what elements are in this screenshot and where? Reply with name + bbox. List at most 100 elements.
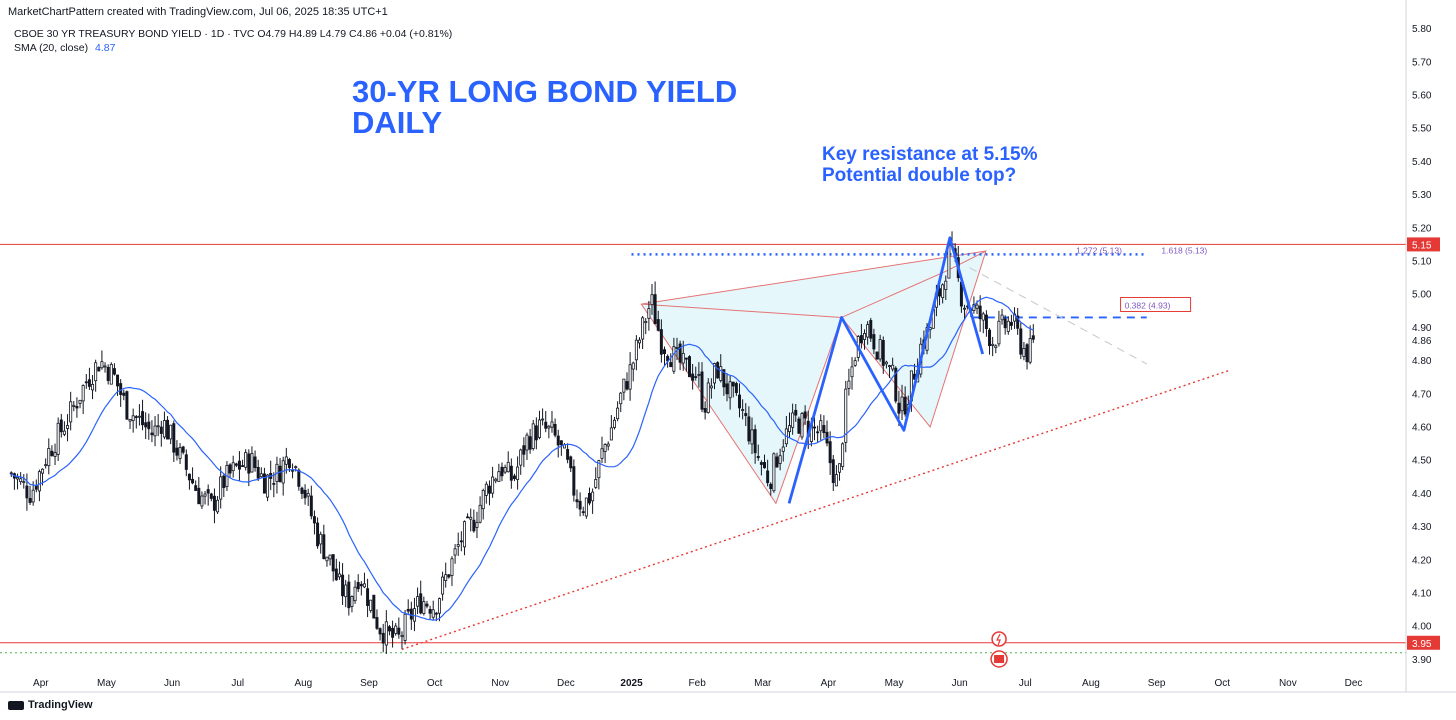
candle-body xyxy=(234,463,238,466)
candle-body xyxy=(822,425,826,434)
candle-body xyxy=(228,464,232,474)
candle-body xyxy=(1028,338,1032,363)
x-tick-label: Mar xyxy=(754,678,772,689)
candle-body xyxy=(222,475,226,489)
candle-body xyxy=(831,459,835,484)
candle-body xyxy=(309,495,313,517)
candle-body xyxy=(819,420,823,432)
candle-body xyxy=(453,548,457,556)
candle-body xyxy=(503,467,507,473)
candle-body xyxy=(375,617,379,629)
candle-body xyxy=(569,456,573,469)
tradingview-logo-icon xyxy=(8,700,24,710)
pattern-edge xyxy=(841,270,947,318)
candle-body xyxy=(406,608,410,612)
brand-label: TradingView xyxy=(28,699,93,711)
candle-body xyxy=(22,481,26,483)
candle-body xyxy=(216,499,220,513)
candle-body xyxy=(541,418,545,421)
tradingview-footer[interactable]: TradingView xyxy=(8,699,93,711)
candle-body xyxy=(300,487,304,494)
y-tick-label: 4.70 xyxy=(1412,389,1432,400)
candle-body xyxy=(519,449,523,466)
candle-body xyxy=(522,445,526,455)
candle-body xyxy=(944,280,948,290)
candle-body xyxy=(859,335,863,344)
candle-body xyxy=(778,455,782,464)
candle-body xyxy=(494,478,498,482)
candle-body xyxy=(1031,335,1035,340)
swing-line xyxy=(787,236,985,504)
candle-body xyxy=(1016,315,1020,329)
candle-body xyxy=(559,440,563,446)
candle-body xyxy=(900,396,904,412)
candle-body xyxy=(231,462,235,472)
candle-body xyxy=(884,361,888,365)
candle-body xyxy=(472,519,476,532)
candle-body xyxy=(19,478,23,483)
candle-body xyxy=(769,483,773,489)
candle-body xyxy=(897,402,901,414)
candle-body xyxy=(850,366,854,378)
candle-body xyxy=(116,374,120,387)
candle-body xyxy=(297,469,301,487)
y-tick-label: 5.50 xyxy=(1412,124,1432,135)
candle-body xyxy=(362,583,366,588)
candle-body xyxy=(497,471,501,482)
candle-body xyxy=(31,489,35,503)
candle-body xyxy=(156,425,160,428)
candle-body xyxy=(978,305,982,320)
candle-body xyxy=(1019,328,1023,355)
candle-body xyxy=(81,385,85,402)
candle-body xyxy=(684,357,688,360)
candle-body xyxy=(775,456,779,468)
candle-body xyxy=(656,319,660,331)
candle-body xyxy=(703,408,707,413)
sma-legend[interactable]: SMA (20, close) 4.87 xyxy=(14,42,115,54)
chart-title: 30-YR LONG BOND YIELD DAILY xyxy=(352,76,737,138)
y-tick-label: 4.50 xyxy=(1412,456,1432,467)
candle-body xyxy=(319,533,323,545)
candle-body xyxy=(1013,313,1017,322)
candle-body xyxy=(981,313,985,321)
candle-body xyxy=(441,576,445,595)
candle-body xyxy=(1006,320,1010,332)
candle-body xyxy=(1025,344,1029,363)
candle-body xyxy=(603,444,607,452)
candle-body xyxy=(597,460,601,479)
price-label-box xyxy=(1407,237,1440,252)
candle-body xyxy=(256,466,260,479)
candle-body xyxy=(731,381,735,387)
candle-body xyxy=(337,573,341,578)
candle-body xyxy=(578,500,582,510)
candle-body xyxy=(963,307,967,310)
candle-body xyxy=(28,498,32,503)
candle-body xyxy=(219,476,223,500)
candle-body xyxy=(100,361,104,369)
candle-body xyxy=(378,628,382,635)
candle-body xyxy=(303,489,307,499)
y-tick-label: 5.80 xyxy=(1412,24,1432,35)
candle-body xyxy=(528,436,532,450)
candle-body xyxy=(678,343,682,363)
candle-body xyxy=(316,522,320,547)
candle-body xyxy=(66,425,70,429)
candle-body xyxy=(881,340,885,366)
candle-body xyxy=(694,376,698,378)
chart-title-line1: 30-YR LONG BOND YIELD xyxy=(352,74,738,109)
candle-body xyxy=(25,485,29,499)
candle-body xyxy=(738,394,741,409)
candle-body xyxy=(675,347,679,349)
candle-body xyxy=(400,635,404,638)
candle-body xyxy=(431,609,435,618)
candle-body xyxy=(341,574,345,597)
candle-body xyxy=(716,362,720,379)
candle-body xyxy=(172,423,176,453)
candle-body xyxy=(888,365,892,368)
candle-body xyxy=(669,362,673,368)
y-tick-label: 4.30 xyxy=(1412,522,1432,533)
candle-body xyxy=(841,443,845,467)
candle-body xyxy=(838,463,842,473)
y-tick-label: 5.70 xyxy=(1412,57,1432,68)
